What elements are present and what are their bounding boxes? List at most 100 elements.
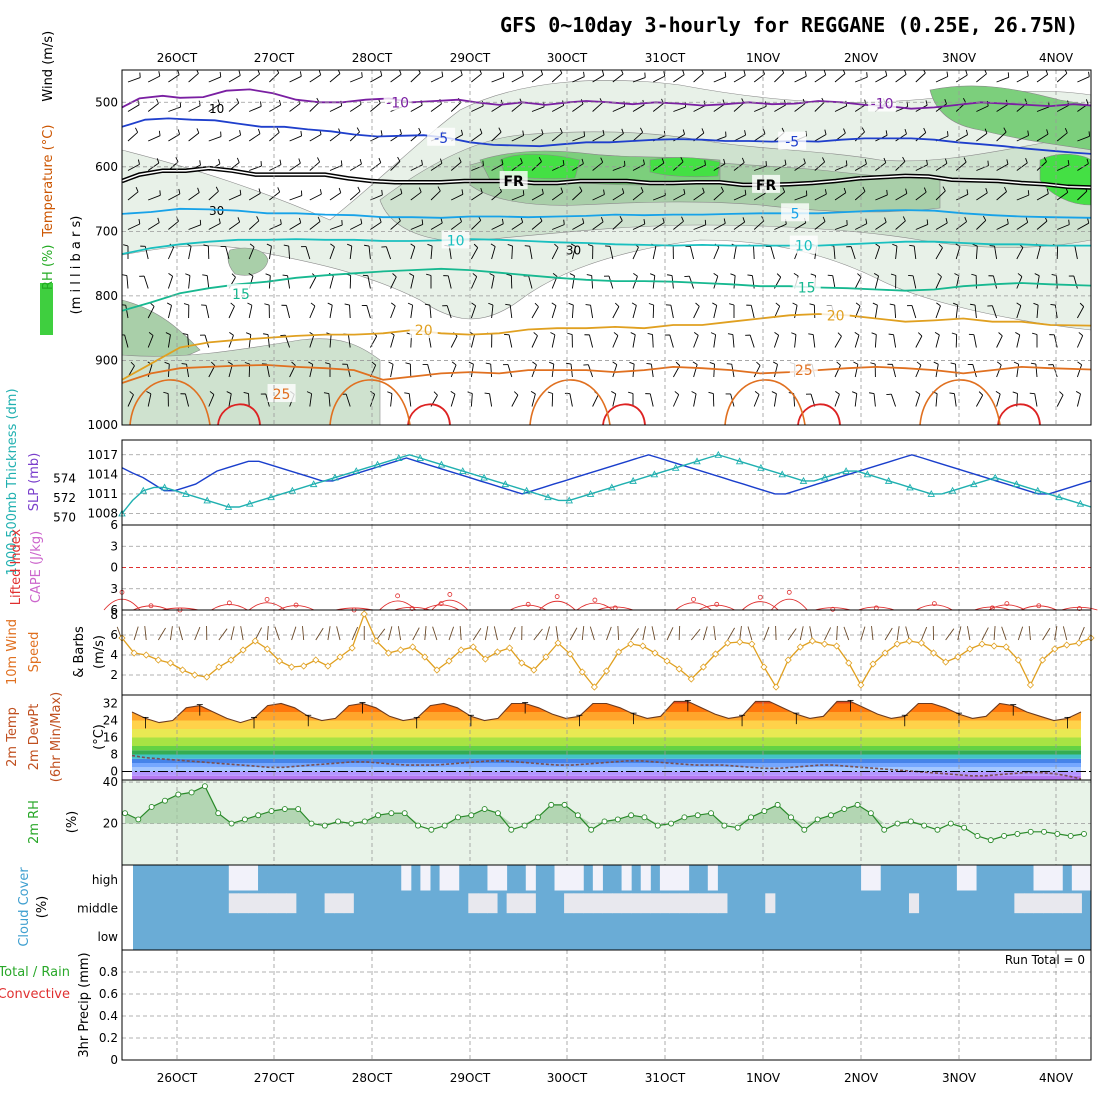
wind-barb-flag (129, 391, 134, 396)
wind-barb-flag (1013, 361, 1019, 365)
wind-barb-flag (520, 217, 524, 223)
thickness-point (650, 470, 659, 478)
wind-speed-point (736, 638, 744, 646)
rh-point (867, 810, 874, 817)
wind-barb-flag (1078, 332, 1083, 336)
rh-point (734, 824, 741, 831)
wind-barb (143, 275, 149, 289)
cloud-middle-clear (612, 893, 623, 914)
wind-barb (531, 74, 543, 83)
wind-barb (1077, 135, 1090, 142)
temp-band (132, 767, 1081, 772)
wind-speed-point (288, 663, 296, 671)
thickness-point (224, 503, 233, 510)
cloud-middle-clear (679, 893, 690, 914)
wind-barb (670, 305, 674, 319)
date-label-top: 28OCT (352, 51, 393, 65)
wind-barb-flag (122, 274, 127, 276)
wind-barb-flag (885, 70, 888, 76)
wind-speed-point (929, 649, 938, 657)
wind-barb-flag (231, 273, 236, 278)
wind-barb (976, 220, 987, 230)
contour-label-bg (499, 171, 528, 190)
wind-barb-flag (872, 302, 878, 306)
wind-barb (446, 305, 452, 319)
wind-barb-flag (600, 157, 604, 163)
wind-speed-point (990, 642, 998, 650)
li-tick: 3 (110, 539, 118, 553)
wind-barb (592, 74, 604, 83)
cloud-high-clear (966, 865, 977, 891)
wind-barb (126, 275, 129, 289)
temp-contour-label: 20 (827, 308, 845, 324)
cloud-high-clear (870, 865, 881, 891)
rh-point (961, 824, 968, 831)
wind-barb (148, 135, 161, 142)
wind-barb-flag (310, 302, 316, 307)
wind-barb (167, 246, 175, 260)
wind-barb-flag (724, 71, 727, 77)
wind-barb-flag (762, 128, 766, 134)
wind-speed-point (627, 640, 635, 648)
wind-speed-point (748, 640, 756, 648)
wind-barb-flag (824, 129, 827, 135)
rh-point (415, 822, 421, 829)
wind-barb (127, 77, 141, 83)
wind-barb (915, 393, 921, 407)
wind-barb-flag (433, 391, 438, 396)
wind-barb-flag (530, 391, 536, 395)
wind-barb (551, 334, 556, 348)
wind-barb-flag (258, 188, 261, 194)
wind-barb (450, 335, 458, 348)
wind-barb (289, 135, 302, 142)
freezing-level-line (122, 167, 1091, 189)
wind-barb-flag (158, 71, 161, 77)
wind-barb (329, 334, 332, 348)
wind-barb (754, 106, 767, 112)
wind-barb-flag (479, 70, 482, 74)
date-label-bottom: 26OCT (157, 1071, 198, 1085)
wind-barb-flag (995, 391, 1001, 395)
wind-barb-flag (791, 332, 797, 335)
wind-barb (248, 334, 252, 348)
li-tick: 0 (110, 561, 118, 575)
thickness-point (373, 460, 382, 468)
wind-barb-flag (870, 362, 876, 365)
wind-barb-flag (853, 361, 859, 365)
rh-point (708, 810, 715, 817)
cloud-level-label: middle (77, 902, 118, 916)
wind-barb-flag (424, 303, 430, 306)
rh-point (921, 822, 928, 829)
dewpoint-ylabel-text: 2m DewPt (27, 704, 42, 771)
lifted-index-point (931, 601, 937, 607)
wind-barb-flag (505, 303, 511, 306)
wind-barb (733, 275, 736, 289)
wind-barb-flag (680, 157, 684, 163)
rh-point (295, 806, 302, 812)
wind-barb (1034, 393, 1038, 407)
wind-barb (590, 305, 594, 319)
wind-barb-flag (683, 188, 686, 194)
lifted-index-bump (1020, 605, 1057, 611)
wind-barb (309, 134, 322, 142)
wind-barb (991, 305, 998, 319)
wind-barb (833, 246, 836, 260)
wind-barb-flag (1045, 70, 1049, 75)
rh-unit-text: (%) (65, 811, 80, 834)
wind-barb (854, 334, 860, 348)
thickness-point (863, 470, 872, 478)
wind-barb (552, 224, 565, 230)
wind-barb (370, 221, 382, 230)
cloud-high-clear (247, 865, 259, 891)
wind-barb-flag (869, 392, 875, 395)
wind-barb (410, 72, 421, 83)
wind-barb-10m (702, 626, 708, 641)
wind-barb (147, 75, 160, 83)
wind-barb (632, 247, 639, 260)
wind-barb (491, 223, 504, 230)
wind-barb (127, 131, 138, 142)
wind-barb (612, 335, 619, 348)
wind-barb (368, 246, 371, 260)
temp-band (132, 712, 1081, 721)
wind-barb-flag (404, 392, 410, 395)
